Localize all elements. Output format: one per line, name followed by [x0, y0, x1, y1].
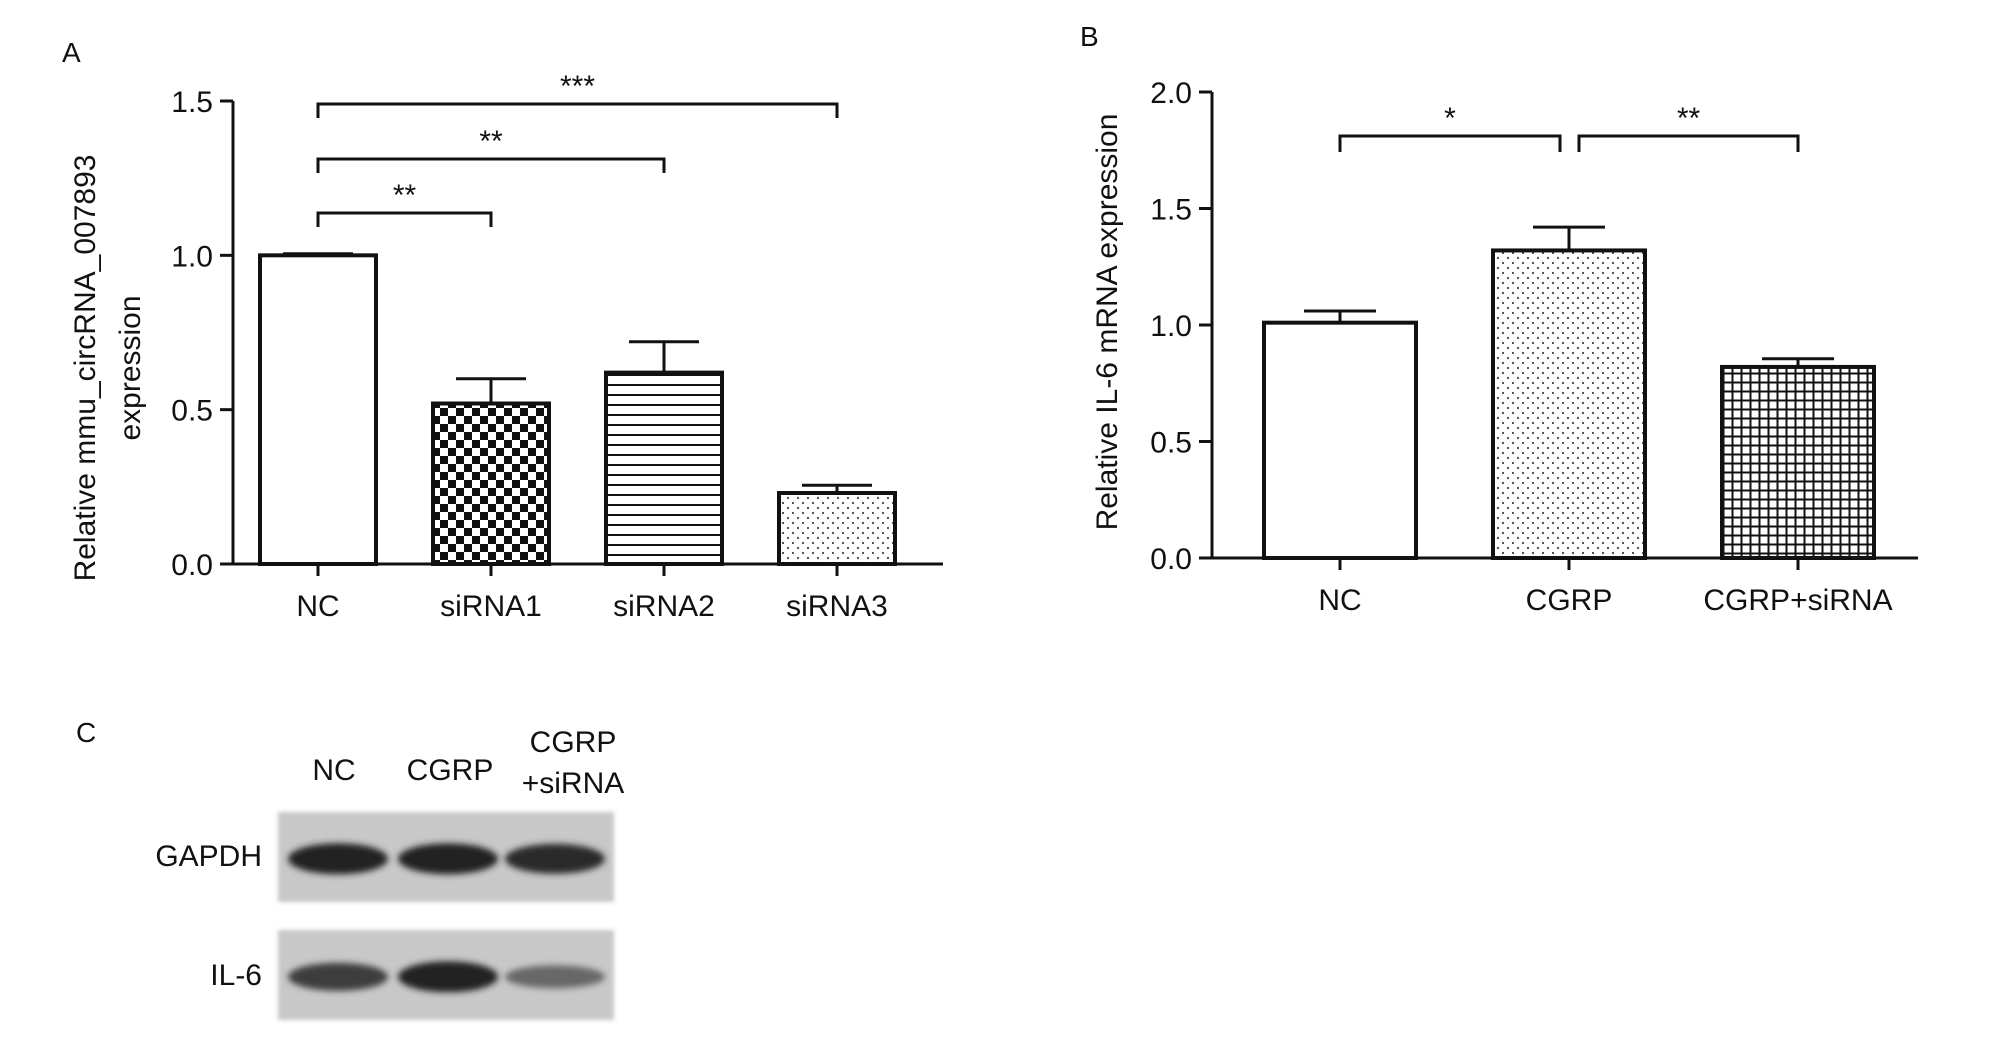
y-tick-label: 2.0 — [1150, 77, 1192, 110]
blot-lane-label: CGRP — [407, 754, 494, 787]
y-axis-title-a-line2: expression — [114, 295, 147, 440]
significance-bracket — [316, 157, 666, 173]
significance-label: *** — [560, 70, 595, 103]
bar — [258, 253, 378, 566]
y-tick-label: 0.0 — [171, 549, 213, 582]
blot-band — [398, 843, 498, 875]
significance-label: ** — [1677, 102, 1701, 135]
significance-label: ** — [479, 125, 503, 158]
significance-label: * — [1444, 102, 1456, 135]
blot-lane-label: +siRNA — [522, 767, 625, 800]
x-tick-label: NC — [296, 590, 339, 623]
bar — [431, 401, 551, 567]
blot-row-label: IL-6 — [210, 959, 262, 992]
x-tick-label: CGRP — [1526, 584, 1613, 617]
x-tick-label: siRNA1 — [440, 590, 542, 623]
western-blot-c: NC CGRP CGRP +siRNA GAPDH IL-6 — [155, 726, 624, 1020]
bar-chart-a: Relative mmu_circRNA_007893 expression 0… — [69, 70, 943, 623]
blot-row-label: GAPDH — [155, 840, 262, 873]
y-tick-label: 0.0 — [1150, 543, 1192, 576]
blot-band — [505, 843, 605, 874]
y-tick-label: 0.5 — [171, 395, 213, 428]
y-tick-label: 1.5 — [1150, 194, 1192, 227]
x-tick-label: CGRP+siRNA — [1703, 584, 1892, 617]
significance-bracket — [1338, 134, 1562, 152]
panel-letter-a: A — [62, 37, 81, 68]
significance-bracket — [316, 211, 493, 227]
y-axis-title-a-line1: Relative mmu_circRNA_007893 — [69, 155, 102, 582]
blot-band — [288, 962, 388, 991]
x-tick-label: siRNA2 — [613, 590, 715, 623]
y-axis-title-b: Relative IL-6 mRNA expression — [1091, 114, 1124, 531]
significance-label: ** — [393, 179, 417, 212]
bar — [1491, 248, 1647, 560]
panel-letter-b: B — [1080, 21, 1099, 52]
blot-lane-label: CGRP — [530, 726, 617, 759]
blot-lane-label: NC — [312, 754, 355, 787]
x-tick-label: NC — [1318, 584, 1361, 617]
y-tick-label: 1.0 — [171, 240, 213, 273]
panel-letter-c: C — [76, 717, 96, 748]
significance-bracket — [1577, 134, 1800, 152]
significance-bracket — [316, 102, 839, 118]
y-tick-label: 1.0 — [1150, 310, 1192, 343]
blot-band — [505, 965, 605, 989]
y-tick-label: 0.5 — [1150, 427, 1192, 460]
bar — [1262, 320, 1418, 561]
bar — [1720, 364, 1876, 560]
y-tick-label: 1.5 — [171, 86, 213, 119]
bar — [777, 491, 897, 566]
blot-band — [288, 843, 388, 875]
x-tick-label: siRNA3 — [786, 590, 888, 623]
bar-chart-b: Relative IL-6 mRNA expression 0.0 0.5 1.0 1… — [1091, 77, 1918, 617]
blot-band — [398, 961, 498, 993]
bar — [604, 370, 724, 567]
